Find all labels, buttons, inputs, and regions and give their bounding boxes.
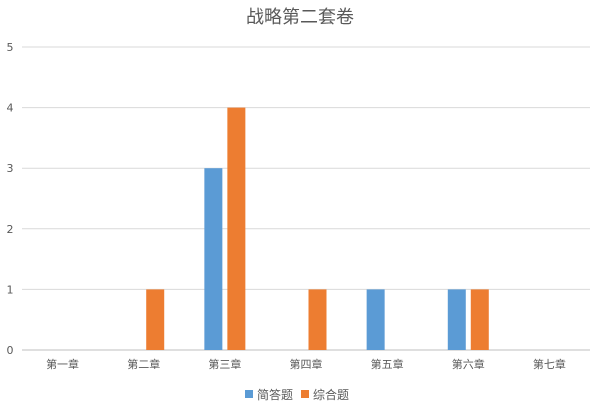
legend-swatch bbox=[245, 390, 253, 398]
x-tick-label: 第六章 bbox=[452, 357, 485, 371]
x-tick-label: 第三章 bbox=[208, 357, 241, 371]
x-tick-label: 第五章 bbox=[371, 357, 404, 371]
bar-series2 bbox=[227, 107, 246, 350]
bar-series1 bbox=[366, 289, 385, 350]
y-tick-label: 0 bbox=[7, 344, 14, 357]
x-tick-label: 第四章 bbox=[290, 357, 323, 371]
bar-series1 bbox=[447, 289, 466, 350]
legend-label: 综合题 bbox=[313, 387, 349, 402]
x-tick-label: 第一章 bbox=[46, 357, 79, 371]
bar-series2 bbox=[470, 289, 489, 350]
legend-label: 简答题 bbox=[257, 387, 293, 402]
bar-series2 bbox=[146, 289, 165, 350]
y-tick-label: 4 bbox=[7, 102, 14, 115]
y-tick-label: 2 bbox=[7, 223, 14, 236]
y-tick-label: 1 bbox=[7, 283, 14, 296]
x-tick-label: 第二章 bbox=[127, 357, 160, 371]
bar-series2 bbox=[308, 289, 327, 350]
x-tick-label: 第七章 bbox=[533, 357, 566, 371]
y-tick-label: 3 bbox=[7, 162, 14, 175]
y-tick-label: 5 bbox=[7, 41, 14, 54]
bar-series1 bbox=[204, 168, 223, 350]
legend-swatch bbox=[301, 390, 309, 398]
chart-title: 战略第二套卷 bbox=[246, 7, 354, 28]
